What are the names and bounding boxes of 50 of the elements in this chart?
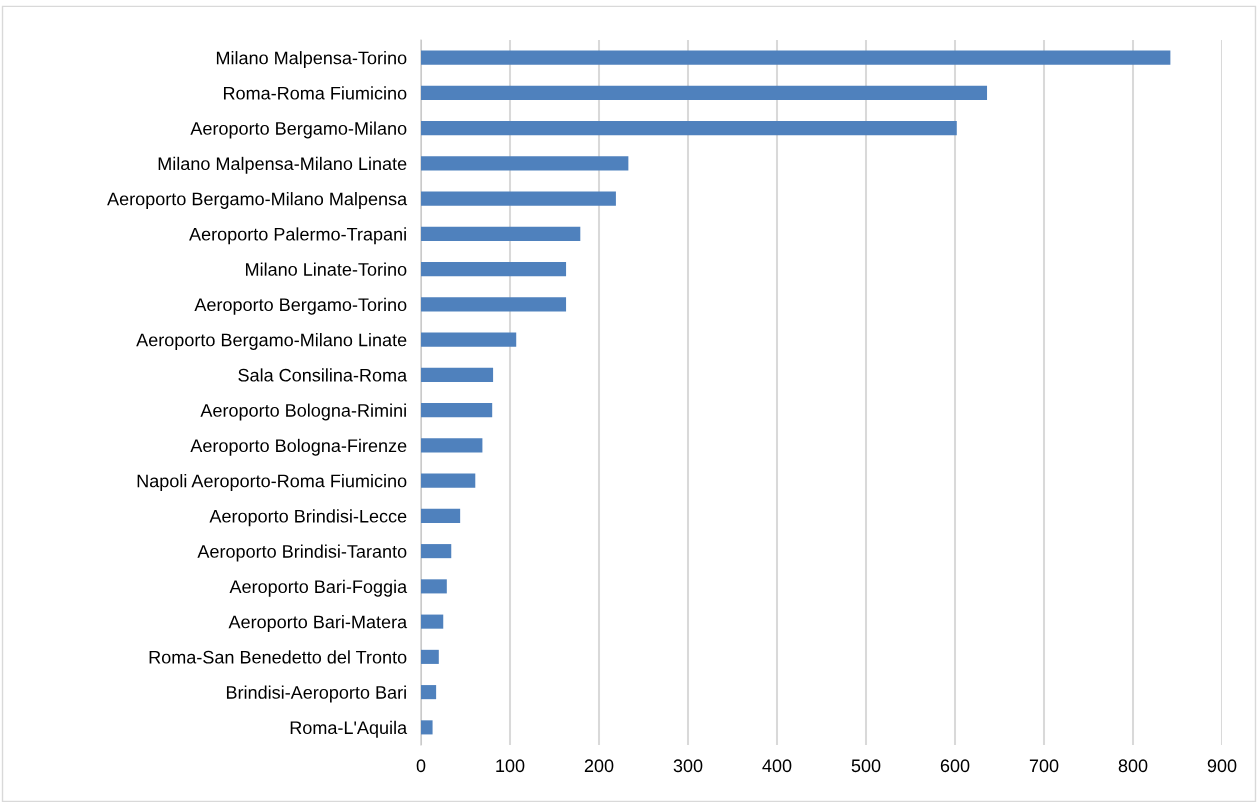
bar — [421, 403, 493, 418]
bar — [421, 262, 567, 277]
bar — [421, 191, 616, 206]
y-tick-label: Brindisi-Aeroporto Bari — [226, 685, 406, 703]
bar — [421, 121, 957, 136]
y-tick-label: Aeroporto Bergamo-Milano Malpensa — [107, 192, 408, 209]
bar — [421, 367, 494, 382]
x-tick-label: 800 — [1118, 759, 1148, 773]
y-tick-label: Napoli Aeroporto-Roma Fiumicino — [137, 474, 407, 491]
x-tick-label: 100 — [496, 759, 525, 773]
bar — [421, 85, 988, 100]
bar — [421, 544, 452, 559]
y-tick-label: Milano Malpensa-Torino — [216, 51, 407, 68]
x-tick-label: 0 — [416, 759, 426, 773]
y-tick-label: Aeroporto Bergamo-Torino — [194, 297, 407, 315]
x-tick-label: 300 — [673, 759, 703, 773]
bar — [421, 226, 581, 241]
y-tick-label: Sala Consilina-Roma — [238, 368, 408, 382]
bar — [421, 720, 433, 735]
y-tick-label: Aeroporto Bari-Matera — [228, 615, 408, 632]
y-tick-label: Aeroporto Palermo-Trapani — [189, 227, 406, 245]
y-tick-label: Aeroporto Brindisi-Taranto — [197, 544, 407, 562]
y-tick-label: Aeroporto Bergamo-Milano — [190, 121, 407, 139]
bar — [421, 50, 1171, 65]
bar — [421, 508, 461, 523]
x-tick-label: 700 — [1029, 759, 1059, 773]
bar — [421, 579, 447, 594]
y-tick-label: Roma-San Benedetto del Tronto — [149, 650, 407, 664]
bar — [421, 156, 629, 171]
bar — [421, 438, 483, 453]
bar — [421, 473, 476, 488]
y-tick-label: Roma-L'Aquila — [290, 720, 408, 738]
x-tick-label: 200 — [584, 759, 614, 773]
bar — [421, 614, 444, 629]
y-tick-label: Aeroporto Brindisi-Lecce — [209, 509, 407, 527]
x-tick-label: 900 — [1207, 759, 1237, 773]
bar — [421, 332, 517, 347]
y-tick-label: Aeroporto Bologna-Firenze — [190, 438, 407, 456]
y-tick-label: Milano Linate-Torino — [246, 262, 407, 276]
bar — [421, 685, 437, 700]
y-tick-label: Roma-Roma Fiumicino — [223, 86, 407, 100]
y-tick-label: Aeroporto Bergamo-Milano Linate — [136, 333, 407, 350]
x-tick-label: 600 — [940, 759, 970, 773]
bar — [421, 649, 439, 664]
y-tick-label: Aeroporto Bari-Foggia — [229, 579, 408, 597]
x-tick-label: 400 — [762, 759, 792, 773]
y-tick-label: Aeroporto Bologna-Rimini — [200, 403, 406, 421]
y-tick-label: Milano Malpensa-Milano Linate — [158, 156, 407, 174]
x-tick-label: 500 — [851, 759, 881, 773]
bar — [421, 297, 567, 312]
